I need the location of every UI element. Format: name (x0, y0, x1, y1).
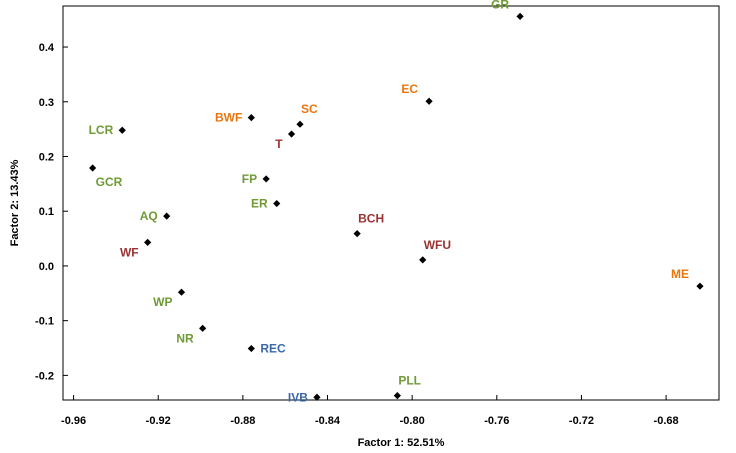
point-marker-me (696, 282, 704, 290)
point-marker-wfu (419, 256, 427, 264)
point-label-wp: WP (153, 295, 172, 309)
point-label-nr: NR (176, 331, 194, 345)
x-tick-label: -0.68 (654, 415, 679, 427)
point-label-pll: PLL (398, 374, 421, 388)
y-tick-label: 0.4 (39, 42, 55, 54)
x-tick-label: -0.80 (400, 415, 425, 427)
point-marker-pll (393, 392, 401, 400)
point-marker-rec (247, 344, 255, 353)
x-axis: -0.96 -0.92 -0.88 -0.84 -0.80 -0.76 -0.72 -0.68 (61, 395, 679, 427)
y-tick-label: -0.1 (35, 316, 54, 328)
point-label-lcr: LCR (89, 123, 114, 137)
point-marker-wf (144, 238, 152, 246)
point-marker-nr (199, 324, 207, 332)
point-label-bwf: BWF (215, 111, 242, 125)
point-marker-ec (425, 97, 433, 105)
x-tick-label: -0.88 (230, 415, 255, 427)
point-label-sc: SC (301, 102, 318, 116)
point-marker-aq (163, 212, 171, 220)
point-marker-lcr (118, 126, 126, 134)
point-marker-wp (177, 288, 186, 296)
point-label-gr: GR (491, 0, 509, 11)
point-marker-gcr (89, 164, 97, 172)
y-tick-label: 0.2 (39, 151, 54, 163)
y-tick-label: 0.1 (39, 206, 54, 218)
point-label-me: ME (671, 267, 689, 281)
point-label-fp: FP (242, 172, 257, 186)
point-marker-t (287, 130, 296, 138)
point-label-ivb: IVB (288, 390, 308, 404)
y-tick-label: 0.3 (39, 97, 54, 109)
point-label-gcr: GCR (96, 175, 123, 189)
point-marker-fp (262, 175, 270, 183)
y-tick-label: -0.2 (35, 370, 54, 382)
point-marker-bwf (247, 114, 255, 122)
point-label-wf: WF (120, 245, 139, 259)
point-label-rec: REC (260, 342, 286, 356)
data-points: GR EC SC BWF LCR T GCR FP ER AQ BCH WF WFU ME WP NR REC P… (89, 0, 704, 404)
point-marker-bch (353, 230, 361, 238)
x-tick-label: -0.92 (146, 415, 171, 427)
y-tick-label: 0.0 (39, 261, 54, 273)
y-axis-title: Factor 2: 13.43% (9, 159, 21, 246)
x-tick-label: -0.76 (484, 415, 509, 427)
point-label-bch: BCH (358, 212, 384, 226)
x-tick-label: -0.72 (569, 415, 594, 427)
point-label-ec: EC (401, 82, 418, 96)
point-marker-ivb (313, 393, 321, 401)
point-marker-sc (296, 120, 304, 128)
x-tick-label: -0.84 (315, 415, 341, 427)
plot-area (62, 5, 720, 401)
point-label-er: ER (251, 197, 268, 211)
point-label-aq: AQ (140, 209, 158, 223)
point-label-wfu: WFU (424, 238, 451, 252)
point-marker-er (273, 199, 281, 208)
x-tick-label: -0.96 (61, 415, 86, 427)
point-label-t: T (275, 137, 283, 151)
x-axis-title: Factor 1: 52.51% (358, 437, 445, 449)
y-axis: -0.2 -0.1 0.0 0.1 0.2 0.3 0.4 (35, 42, 68, 382)
point-marker-gr (516, 12, 524, 20)
